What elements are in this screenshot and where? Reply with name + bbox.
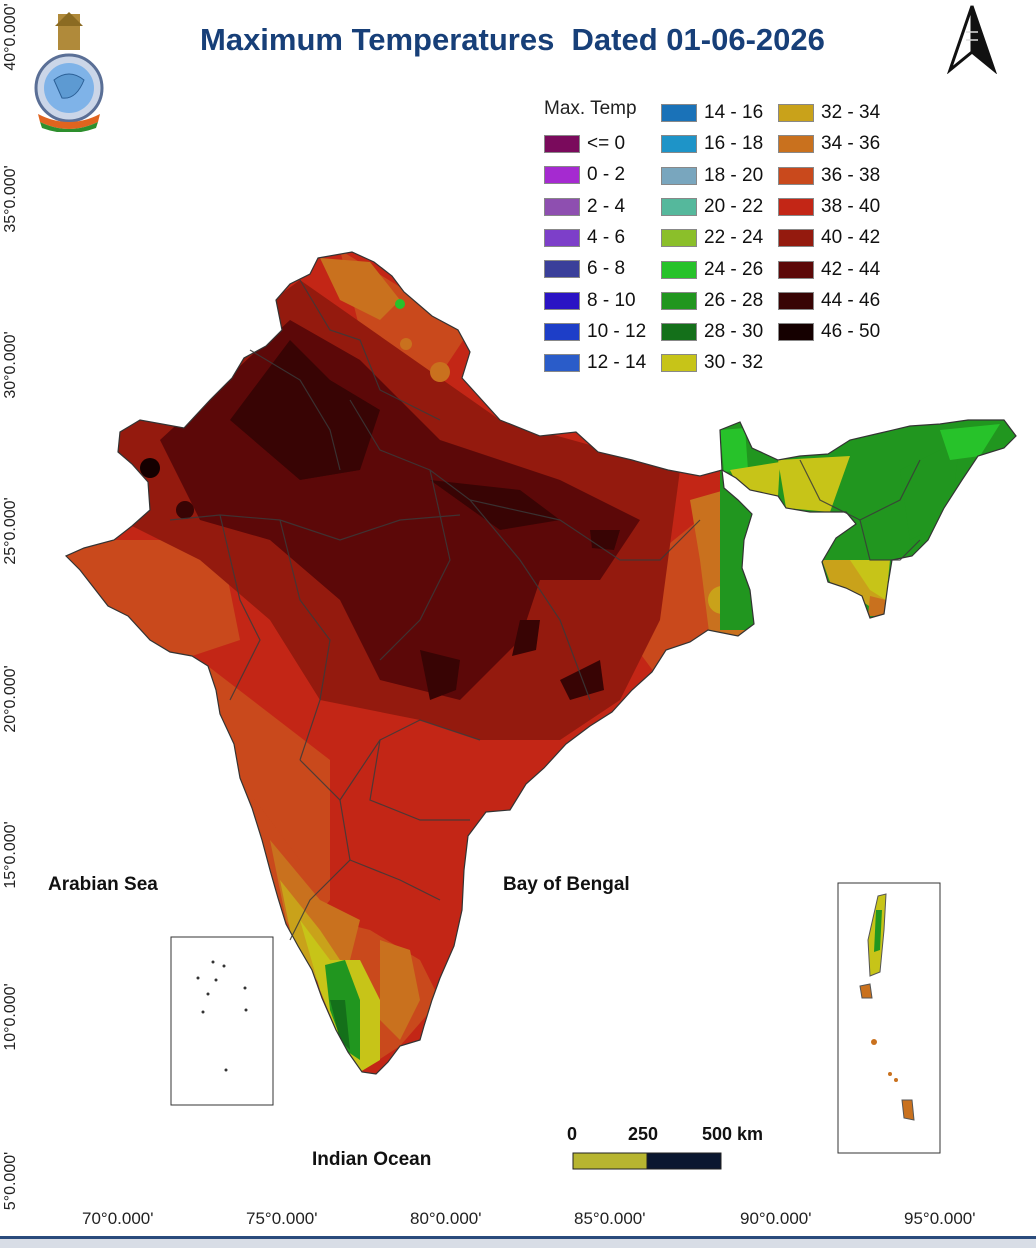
longitude-label: 85°0.000' [574, 1209, 646, 1228]
legend-item: 20 - 22 [661, 194, 763, 220]
legend-swatch [661, 104, 697, 122]
legend-swatch [661, 229, 697, 248]
legend-label: 42 - 44 [821, 258, 881, 280]
legend-swatch [661, 291, 697, 310]
indian-ocean-label: Indian Ocean [312, 1149, 432, 1170]
legend-swatch [544, 291, 580, 310]
legend-item: 36 - 38 [778, 163, 880, 189]
legend-item: 40 - 42 [778, 225, 880, 251]
legend-item: 18 - 20 [661, 163, 763, 189]
legend-swatch [778, 197, 814, 216]
legend-title: Max. Temp [544, 98, 637, 119]
legend-label: 4 - 6 [587, 226, 626, 248]
legend-label: 6 - 8 [587, 258, 626, 280]
legend-item: 34 - 36 [778, 131, 880, 157]
legend-label: 8 - 10 [587, 289, 636, 311]
legend-swatch [544, 354, 580, 373]
longitude-label: 80°0.000' [410, 1209, 482, 1228]
legend-label: 24 - 26 [704, 258, 764, 280]
legend-item: 6 - 8 [544, 256, 625, 282]
legend-swatch [778, 229, 814, 248]
legend-label: 44 - 46 [821, 289, 881, 311]
legend-item: 10 - 12 [544, 319, 646, 345]
legend-label: 20 - 22 [704, 195, 764, 217]
longitude-label: 90°0.000' [740, 1209, 812, 1228]
legend-swatch [778, 260, 814, 279]
legend-item: 32 - 34 [778, 100, 880, 126]
legend-item: 2 - 4 [544, 194, 625, 220]
legend-label: 16 - 18 [704, 133, 764, 155]
legend-item: 44 - 46 [778, 288, 880, 314]
legend-item: 42 - 44 [778, 257, 880, 283]
scale-zero-label: 0 [567, 1124, 578, 1144]
legend-item: 22 - 24 [661, 225, 763, 251]
legend-swatch [544, 228, 580, 247]
legend-swatch [544, 260, 580, 279]
legend-label: <= 0 [587, 133, 626, 154]
legend-label: 26 - 28 [704, 289, 764, 311]
legend-swatch [544, 135, 580, 153]
legend-label: 32 - 34 [821, 102, 881, 123]
legend-label: 36 - 38 [821, 164, 881, 186]
legend-swatch [661, 197, 697, 216]
legend-label: 46 - 50 [821, 321, 881, 343]
legend-item: 28 - 30 [661, 319, 763, 345]
longitude-label: 75°0.000' [246, 1209, 318, 1228]
legend-label: 38 - 40 [821, 195, 881, 217]
legend-label: 22 - 24 [704, 227, 764, 249]
legend-swatch [778, 135, 814, 154]
legend-swatch [778, 323, 814, 342]
legend-swatch [661, 260, 697, 279]
legend-label: 30 - 32 [704, 352, 764, 374]
north-arrow-icon [947, 5, 997, 74]
legend-label: 12 - 14 [587, 352, 647, 374]
legend-label: 2 - 4 [587, 195, 626, 217]
map-title: Maximum Temperatures Dated 01-06-2026 [200, 22, 825, 57]
bay-of-bengal-label: Bay of Bengal [503, 874, 630, 895]
longitude-label: 95°0.000' [904, 1209, 976, 1228]
legend-swatch [661, 166, 697, 185]
legend-item: 24 - 26 [661, 257, 763, 283]
legend-swatch [544, 197, 580, 216]
legend-label: 34 - 36 [821, 133, 881, 155]
legend-swatch [544, 166, 580, 185]
legend-item: 0 - 2 [544, 162, 625, 188]
legend-item: 4 - 6 [544, 225, 625, 251]
legend-label: 10 - 12 [587, 320, 647, 342]
legend-label: 14 - 16 [704, 102, 764, 123]
imd-logo-icon [34, 12, 104, 132]
legend-label: 40 - 42 [821, 227, 881, 249]
scale-end-label: 500 km [702, 1124, 764, 1144]
legend-swatch [661, 354, 697, 373]
legend-label: 28 - 30 [704, 321, 764, 343]
legend-swatch [544, 322, 580, 341]
legend-item: <= 0 [544, 131, 625, 157]
legend-label: 18 - 20 [704, 164, 764, 186]
legend-item: 26 - 28 [661, 288, 763, 314]
legend-item: 38 - 40 [778, 194, 880, 220]
legend-item: 8 - 10 [544, 288, 636, 314]
legend-swatch [778, 166, 814, 185]
legend-label: 0 - 2 [587, 164, 626, 186]
bottom-frame-bar [0, 1236, 1036, 1248]
legend-item: 16 - 18 [661, 131, 763, 157]
scale-mid-label: 250 [628, 1124, 659, 1144]
legend-swatch [661, 135, 697, 154]
legend-item: 30 - 32 [661, 350, 763, 376]
longitude-label: 70°0.000' [82, 1209, 154, 1228]
arabian-sea-label: Arabian Sea [48, 874, 158, 895]
legend-item: 46 - 50 [778, 319, 880, 345]
legend-swatch [661, 323, 697, 342]
legend-swatch [778, 291, 814, 310]
legend-item: 12 - 14 [544, 350, 646, 376]
legend-item: 14 - 16 [661, 100, 763, 126]
legend-swatch [778, 104, 814, 122]
